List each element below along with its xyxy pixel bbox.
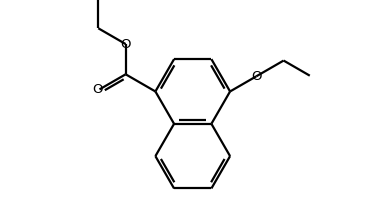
Text: O: O [121,38,131,51]
Text: O: O [92,83,103,96]
Text: O: O [251,70,262,83]
